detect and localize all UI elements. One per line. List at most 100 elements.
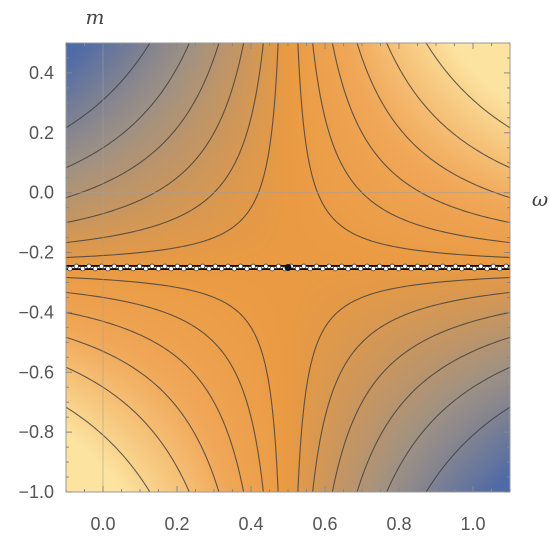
singular-marker — [402, 263, 408, 269]
singular-marker — [244, 266, 250, 272]
singular-marker — [358, 266, 364, 272]
singular-marker — [276, 263, 282, 269]
singular-marker — [471, 266, 477, 272]
contour-line — [331, 311, 510, 492]
singular-marker — [181, 266, 187, 272]
singular-marker — [433, 266, 439, 272]
contour-line — [297, 276, 510, 492]
contour-line — [66, 43, 279, 259]
x-tick-label: 0.4 — [238, 514, 263, 534]
singular-marker — [212, 263, 218, 269]
singular-marker — [345, 266, 351, 272]
contour-line — [425, 43, 510, 129]
singular-marker — [377, 263, 383, 269]
singular-line — [66, 263, 510, 272]
x-tick-label: 0.8 — [386, 514, 411, 534]
contour-line — [66, 336, 220, 492]
singular-marker — [124, 263, 130, 269]
singular-marker — [326, 263, 332, 269]
contour-line — [425, 406, 510, 492]
singular-marker — [155, 266, 161, 272]
zero-axes — [66, 43, 510, 492]
singular-marker — [307, 266, 313, 272]
x-tick-label: 0.0 — [90, 514, 115, 534]
singular-marker — [269, 266, 275, 272]
singular-marker — [478, 263, 484, 269]
contour-line — [66, 311, 245, 492]
singular-marker — [193, 266, 199, 272]
singular-marker — [238, 263, 244, 269]
singular-marker — [225, 263, 231, 269]
x-tick-label: 1.0 — [460, 514, 485, 534]
contour-line — [66, 406, 151, 492]
x-tick-labels: 0.0 0.2 0.4 0.6 0.8 1.0 — [90, 514, 485, 534]
y-tick-label: −0.4 — [18, 302, 54, 322]
y-tick-label: 0.2 — [29, 123, 54, 143]
saddle-point — [284, 264, 292, 271]
singular-marker — [80, 266, 86, 272]
contour-line — [66, 366, 190, 492]
singular-marker — [294, 266, 300, 272]
singular-marker — [200, 263, 206, 269]
contour-line — [297, 43, 510, 259]
singular-marker — [339, 263, 345, 269]
singular-marker — [130, 266, 136, 272]
contour-line — [66, 43, 151, 129]
contour-line — [66, 43, 264, 244]
contour-line — [66, 43, 245, 224]
singular-marker — [118, 266, 124, 272]
contour-line — [386, 366, 510, 492]
x-tick-label: 0.6 — [312, 514, 337, 534]
singular-marker — [301, 263, 307, 269]
y-tick-label: 0.4 — [29, 63, 54, 83]
singular-marker — [206, 266, 212, 272]
singular-marker — [490, 263, 496, 269]
singular-marker — [364, 263, 370, 269]
contour-line — [312, 291, 510, 492]
singular-marker — [143, 266, 149, 272]
singular-marker — [459, 266, 465, 272]
singular-marker — [415, 263, 421, 269]
singular-marker — [263, 263, 269, 269]
contour-line — [331, 43, 510, 224]
y-tick-label: −1.0 — [18, 482, 54, 502]
singular-marker — [396, 266, 402, 272]
contour-line — [312, 43, 510, 244]
singular-marker — [168, 266, 174, 272]
singular-marker — [219, 266, 225, 272]
y-tick-labels: 0.4 0.2 0.0 −0.2 −0.4 −0.6 −0.8 −1.0 — [18, 63, 54, 502]
singular-marker — [187, 263, 193, 269]
contour-line — [356, 43, 510, 199]
singular-marker — [389, 263, 395, 269]
singular-marker — [408, 266, 414, 272]
singular-marker — [73, 263, 79, 269]
contour-line — [386, 43, 510, 169]
x-axis-title: ω — [532, 187, 548, 211]
contour-line — [66, 276, 279, 492]
contour-line — [356, 336, 510, 492]
singular-marker — [351, 263, 357, 269]
singular-marker — [174, 263, 180, 269]
y-axis-title: m — [86, 5, 105, 29]
y-tick-label: −0.2 — [18, 243, 54, 263]
singular-marker — [383, 266, 389, 272]
singular-marker — [465, 263, 471, 269]
singular-marker — [320, 266, 326, 272]
singular-marker — [257, 266, 263, 272]
singular-marker — [162, 263, 168, 269]
singular-marker — [421, 266, 427, 272]
singular-marker — [446, 266, 452, 272]
singular-marker — [137, 263, 143, 269]
singular-marker — [497, 266, 503, 272]
singular-marker — [370, 266, 376, 272]
y-tick-label: −0.6 — [18, 362, 54, 382]
singular-marker — [149, 263, 155, 269]
contour-line — [66, 43, 190, 169]
singular-marker — [111, 263, 117, 269]
singular-marker — [332, 266, 338, 272]
ticks — [65, 42, 511, 493]
contour-line — [66, 43, 220, 199]
singular-marker — [452, 263, 458, 269]
x-tick-label: 0.2 — [164, 514, 189, 534]
